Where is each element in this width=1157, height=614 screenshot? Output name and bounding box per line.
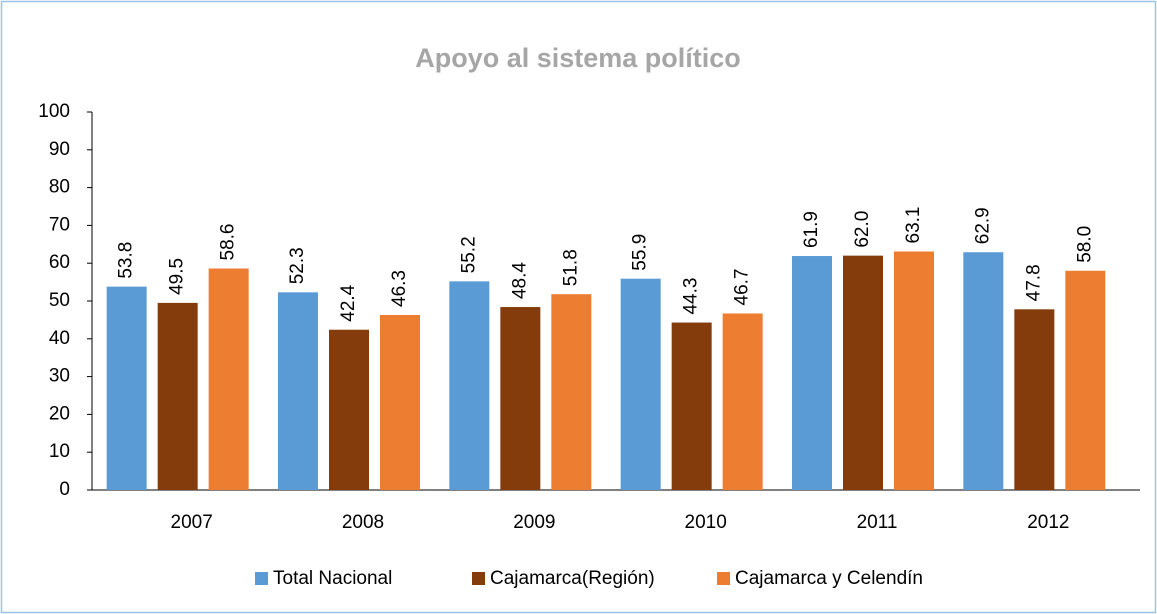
bar [792,256,832,490]
data-label: 61.9 [801,211,822,248]
x-tick-label: 2008 [342,512,384,533]
legend-label: Cajamarca(Región) [490,568,655,589]
bar [620,278,661,490]
data-label: 42.4 [338,284,359,321]
legend-swatch [255,572,268,585]
bar [894,251,934,490]
y-tick-label: 40 [49,328,70,349]
data-label: 62.0 [852,211,873,248]
y-tick-label: 90 [49,139,70,160]
data-label: 58.6 [218,224,239,261]
bar [551,294,592,490]
bar [157,302,198,490]
legend-swatch [717,572,730,585]
data-label: 53.8 [116,242,137,279]
y-tick-label: 20 [49,403,70,424]
data-label: 52.3 [287,247,308,284]
data-label: 55.2 [458,236,479,273]
bar [500,307,541,490]
data-label: 46.7 [732,268,753,305]
y-tick-label: 80 [49,177,70,198]
bar [1014,309,1055,490]
data-label: 55.9 [630,234,651,271]
data-label: 44.3 [681,278,702,315]
legend-label: Total Nacional [273,568,392,589]
y-tick-label: 60 [49,252,70,273]
bar [106,286,147,490]
data-label: 49.5 [167,258,188,295]
bar [449,281,490,490]
bar [722,313,763,490]
x-tick-label: 2007 [171,512,213,533]
bar [843,255,883,490]
y-tick-label: 30 [49,366,70,387]
y-tick-label: 70 [49,214,70,235]
bar [963,252,1004,490]
x-tick-label: 2010 [685,512,727,533]
y-tick-label: 50 [49,290,70,311]
bar [671,322,712,490]
legend-label: Cajamarca y Celendín [735,568,923,589]
data-label: 62.9 [972,207,993,244]
data-label: 63.1 [903,206,924,243]
x-tick-label: 2011 [857,512,898,533]
bar [329,329,369,490]
bar [278,292,318,490]
y-tick-label: 10 [49,441,70,462]
bar [380,314,420,490]
y-tick-label: 100 [38,101,70,122]
bar [1065,270,1106,490]
data-label: 46.3 [389,270,410,307]
data-label: 47.8 [1023,264,1044,301]
x-tick-label: 2012 [1027,512,1069,533]
x-tick-label: 2009 [513,512,555,533]
data-label: 51.8 [560,249,581,286]
data-label: 48.4 [509,262,530,299]
chart-title: Apoyo al sistema político [415,43,741,73]
bar [208,268,249,490]
data-label: 58.0 [1074,226,1095,263]
y-tick-label: 0 [59,479,70,500]
legend-swatch [472,572,485,585]
